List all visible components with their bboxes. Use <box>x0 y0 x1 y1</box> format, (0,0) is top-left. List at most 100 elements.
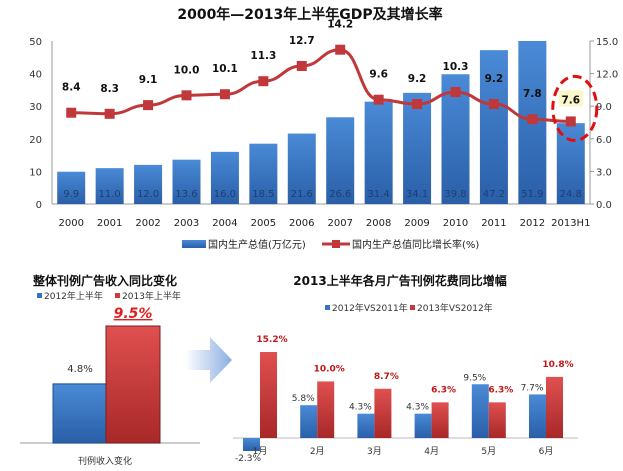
bar-label-2012vs2011: 4.3% <box>406 403 429 413</box>
gdp-bar <box>249 143 278 204</box>
gdp-bar-label: 24.8 <box>560 189 582 200</box>
growth-rate-label: 9.6 <box>369 69 388 81</box>
bar-label-2012vs2011: 7.7% <box>521 383 544 393</box>
legend-swatch-gdp <box>182 240 206 248</box>
gdp-bar <box>95 168 124 204</box>
gdp-bar-label: 11.0 <box>99 189 121 200</box>
growth-rate-label: 14.2 <box>327 19 353 31</box>
right-tick-label: 9.0 <box>596 102 612 113</box>
x-tick-label: 2001 <box>97 218 122 229</box>
legend-label-2012vs2011: 2012年VS2011年 <box>332 302 408 314</box>
legend-label-2012h1: 2012年上半年 <box>44 290 103 302</box>
growth-rate-label: 10.3 <box>443 61 469 73</box>
left-tick-label: 50 <box>29 37 42 48</box>
gdp-bar-label: 47.2 <box>483 189 505 200</box>
gdp-bar-label: 51.9 <box>521 189 543 200</box>
growth-rate-label: 11.3 <box>250 50 276 62</box>
x-tick-label: 2013H1 <box>551 218 590 229</box>
bar-2013h1 <box>105 325 161 444</box>
bar-label-2013vs2012: 10.0% <box>314 364 345 374</box>
bar-label-2013vs2012: 10.8% <box>542 360 573 370</box>
left-tick-label: 20 <box>29 135 42 146</box>
growth-rate-marker <box>181 90 192 101</box>
growth-rate-line <box>71 48 571 123</box>
bar-label-2012h1: 4.8% <box>67 364 92 375</box>
chart2-title: 整体刊例广告收入同比变化 <box>32 273 177 288</box>
gdp-bar-label: 9.9 <box>63 189 79 200</box>
bar-2013vs2012 <box>546 376 563 438</box>
gdp-bar <box>134 164 163 204</box>
gdp-bar <box>364 101 393 204</box>
growth-rate-marker <box>219 89 230 100</box>
right-tick-label: 0.0 <box>596 200 612 211</box>
growth-rate-label: 10.1 <box>212 63 238 75</box>
gdp-bar-label: 34.1 <box>406 189 428 200</box>
x-tick-label: 2002 <box>135 218 160 229</box>
legend-swatch-2012vs2011 <box>325 305 330 310</box>
x-tick-label: 刊例收入变化 <box>78 455 132 467</box>
growth-rate-marker <box>412 99 423 110</box>
bar-2012vs2011 <box>414 413 432 438</box>
bar-2012vs2011 <box>357 413 375 438</box>
left-tick-label: 30 <box>29 102 42 113</box>
legend-marker-growth <box>332 240 340 248</box>
growth-rate-label: 9.2 <box>408 73 427 85</box>
right-tick-label: 3.0 <box>596 167 612 178</box>
gdp-bar-label: 39.8 <box>444 189 466 200</box>
bar-2012vs2011 <box>243 438 260 452</box>
gdp-bar-label: 31.4 <box>368 189 390 200</box>
chart1-title: 2000年—2013年上半年GDP及其增长率 <box>177 6 442 23</box>
x-tick-label: 2003 <box>174 218 199 229</box>
bar-label-2012vs2011: 5.8% <box>292 394 315 404</box>
bar-2013vs2012 <box>431 402 449 438</box>
x-tick-label: 6月 <box>539 446 554 457</box>
right-tick-label: 12.0 <box>596 70 618 81</box>
x-tick-label: 2006 <box>289 218 314 229</box>
bar-2012vs2011 <box>300 405 318 438</box>
bar-2013vs2012 <box>374 388 392 438</box>
x-tick-label: 2007 <box>327 218 352 229</box>
left-tick-label: 40 <box>29 70 42 81</box>
gdp-bar-label: 26.6 <box>329 189 351 200</box>
x-tick-label: 1月 <box>253 446 268 457</box>
gdp-bar <box>556 123 585 204</box>
highlight-box <box>558 90 583 107</box>
legend-swatch-2013h1 <box>115 293 120 298</box>
gdp-bar <box>326 117 355 204</box>
gdp-bar <box>57 171 86 204</box>
gdp-bar-label: 21.6 <box>291 189 313 200</box>
bar-label-2013h1: 9.5% <box>114 306 153 322</box>
x-tick-label: 2009 <box>404 218 429 229</box>
x-tick-label: 2012 <box>520 218 545 229</box>
growth-rate-label: 10.0 <box>174 64 200 76</box>
growth-rate-marker <box>143 100 154 111</box>
bar-label-2013vs2012: 8.7% <box>374 372 399 382</box>
right-tick-label: 15.0 <box>596 37 618 48</box>
gdp-bar-label: 12.0 <box>137 189 159 200</box>
growth-rate-marker <box>527 114 538 125</box>
growth-rate-label: 9.1 <box>139 74 158 86</box>
bar-2012h1 <box>52 383 107 444</box>
growth-rate-label: 8.4 <box>62 82 81 94</box>
bar-2012vs2011 <box>529 394 546 438</box>
gdp-bar <box>287 133 316 204</box>
growth-rate-marker <box>104 108 115 119</box>
legend-label-2013h1: 2013年上半年 <box>122 290 181 302</box>
gdp-bar <box>210 151 239 204</box>
gdp-bar <box>403 92 432 204</box>
gdp-bar-label: 16.0 <box>214 189 236 200</box>
x-tick-label: 3月 <box>367 446 382 457</box>
growth-rate-label: 7.6 <box>561 94 580 106</box>
bar-2013vs2012 <box>260 352 277 438</box>
bar-label-2013vs2012: 6.3% <box>431 385 456 395</box>
left-tick-label: 10 <box>29 167 42 178</box>
bar-2012vs2011 <box>471 384 489 438</box>
growth-rate-label: 7.8 <box>523 88 542 100</box>
right-tick-label: 6.0 <box>596 135 612 146</box>
growth-rate-marker <box>258 76 269 87</box>
growth-rate-marker <box>296 60 307 71</box>
left-tick-label: 0 <box>36 200 42 211</box>
highlight-circle <box>551 74 599 142</box>
growth-rate-marker <box>373 94 384 105</box>
growth-rate-label: 9.2 <box>485 73 504 85</box>
